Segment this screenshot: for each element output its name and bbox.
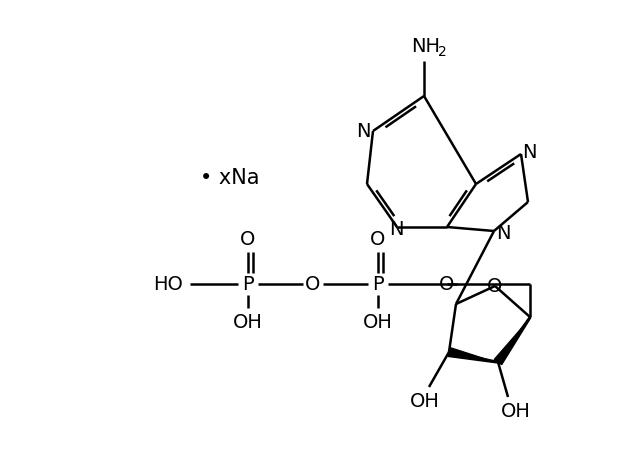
Text: OH: OH <box>410 392 440 411</box>
Polygon shape <box>448 348 498 363</box>
Text: N: N <box>496 224 511 243</box>
Text: OH: OH <box>233 313 263 332</box>
Text: N: N <box>388 220 403 239</box>
Text: HO: HO <box>153 275 183 294</box>
Text: OH: OH <box>363 313 393 332</box>
Text: O: O <box>439 275 454 294</box>
Text: P: P <box>242 275 254 294</box>
Text: O: O <box>487 277 502 296</box>
Text: 2: 2 <box>438 45 446 59</box>
Text: O: O <box>240 230 256 249</box>
Text: O: O <box>305 275 321 294</box>
Text: N: N <box>356 122 371 141</box>
Polygon shape <box>494 318 531 365</box>
Text: O: O <box>371 230 386 249</box>
Text: OH: OH <box>501 402 531 421</box>
Text: P: P <box>372 275 384 294</box>
Text: NH: NH <box>412 37 440 55</box>
Text: N: N <box>522 143 536 162</box>
Text: • xNa: • xNa <box>200 168 259 188</box>
